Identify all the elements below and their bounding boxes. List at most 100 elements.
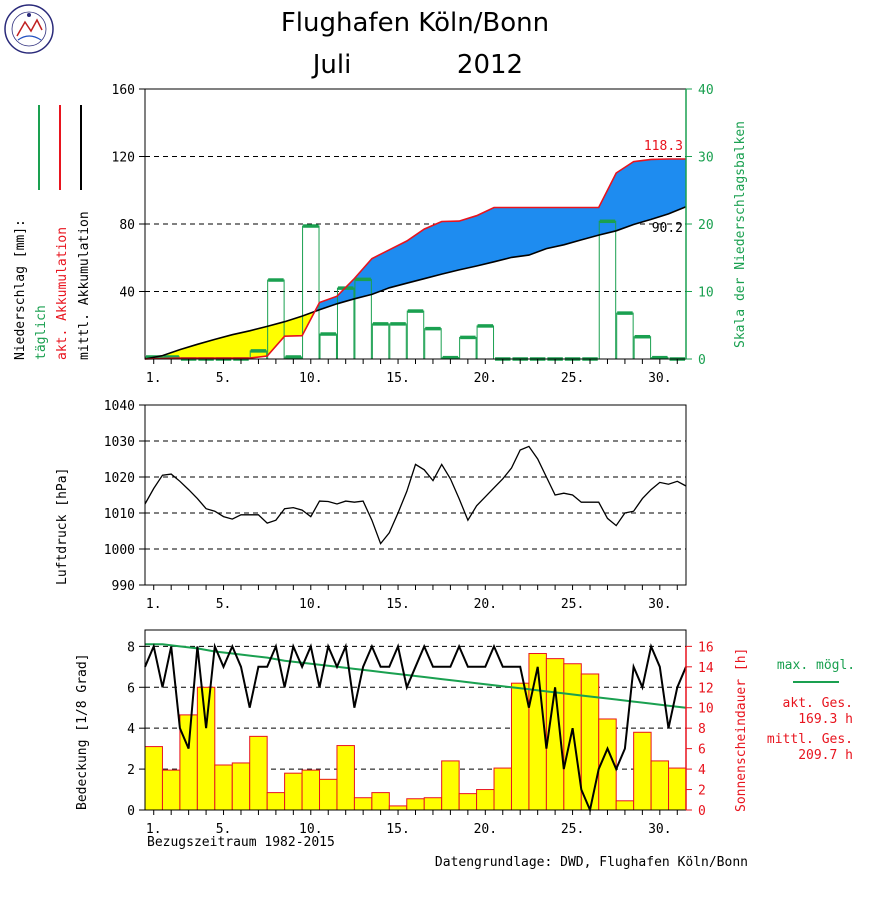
- y2label-precip-bars: Skala der Niederschlagsbalken: [733, 121, 748, 348]
- legend-act-value: 169.3 h: [798, 712, 853, 727]
- ylabel-precip-daily: täglich: [34, 305, 49, 360]
- sunshine-bar: [179, 714, 198, 811]
- y-tick-label: 990: [112, 579, 135, 594]
- legend-mean-value: 209.7 h: [798, 748, 853, 763]
- sunshine-bar: [336, 745, 355, 811]
- y-tick-label: 160: [112, 83, 135, 98]
- y-tick-label: 6: [127, 681, 135, 696]
- x-tick-label: 25.: [561, 822, 584, 837]
- daily-precip-bar: [616, 312, 634, 360]
- sunshine-bars: [144, 653, 687, 811]
- y2-tick-label: 14: [698, 661, 714, 676]
- daily-precip-bar: [389, 323, 407, 360]
- pressure-frame: [144, 404, 687, 586]
- sunshine-bar: [633, 731, 652, 811]
- sunshine-bar: [353, 797, 373, 811]
- sunshine-bar: [144, 746, 163, 811]
- x-tick-label: 30.: [648, 822, 671, 837]
- precipitation-deficit-area: [145, 311, 315, 359]
- x-tick-label: 30.: [648, 371, 671, 386]
- daily-precip-bar: [406, 310, 425, 360]
- sunshine-bar: [301, 769, 321, 811]
- sunshine-bar: [371, 792, 390, 811]
- max-possible-sunshine-line: [145, 643, 687, 709]
- x-tick-label: 10.: [299, 371, 322, 386]
- actual-accumulation-line: [144, 158, 686, 360]
- ylabel-precip-mean: mittl. Akkumulation: [77, 211, 92, 360]
- y2-tick-label: 8: [698, 722, 706, 737]
- sunshine-bar: [458, 793, 478, 811]
- sunshine-bar: [423, 797, 443, 811]
- legend-max-label: max. mögl.: [777, 658, 855, 673]
- x-tick-label: 15.: [386, 597, 409, 612]
- cloud-sunshine-axes: 8 6 4 2 0 16 14 12 10 8 6 4 2 0 1. 5. 10. 15. 20. 25. 30.: [127, 640, 714, 837]
- precipitation-panel: 160 120 80 40 40 30 20 10 0 1. 5. 10. 15. 20. 25. 30. 1…: [13, 83, 748, 386]
- y-tick-label: 0: [127, 804, 135, 819]
- sunshine-bar: [510, 682, 530, 811]
- ylabel-pressure: Luftdruck [hPa]: [55, 468, 70, 585]
- x-tick-label: 5.: [216, 597, 232, 612]
- sunshine-bar: [668, 767, 687, 811]
- pressure-panel: 1040 1030 1020 1010 1000 990 1. 5. 10. 15. 20. 25. 3…: [55, 399, 687, 612]
- y2-tick-label: 10: [698, 702, 714, 717]
- y2-tick-label: 10: [698, 286, 714, 301]
- y-tick-label: 2: [127, 763, 135, 778]
- sunshine-bar: [214, 764, 233, 811]
- y-tick-label: 1010: [104, 507, 135, 522]
- sunshine-bar: [441, 760, 460, 811]
- sunshine-bar: [406, 798, 425, 811]
- daily-precip-bar: [459, 336, 477, 360]
- pressure-axes: 1040 1030 1020 1010 1000 990 1. 5. 10. 15. 20. 25. 3…: [104, 399, 678, 612]
- daily-precip-bar: [598, 220, 617, 360]
- y-tick-label: 1030: [104, 435, 135, 450]
- pressure-grid: [145, 440, 686, 550]
- x-tick-label: 10.: [299, 822, 322, 837]
- y2-tick-label: 20: [698, 218, 714, 233]
- title-month: Juli: [311, 50, 352, 80]
- x-tick-label: 20.: [474, 822, 497, 837]
- precipitation-surplus-area: [314, 159, 686, 312]
- legend-act-label: akt. Ges.: [783, 696, 853, 711]
- y-tick-label: 120: [112, 151, 135, 166]
- x-tick-label: 5.: [216, 371, 232, 386]
- x-tick-label: 15.: [386, 371, 409, 386]
- y-tick-label: 40: [119, 286, 135, 301]
- y-tick-label: 8: [127, 640, 135, 655]
- ylabel-cloud: Bedeckung [1/8 Grad]: [75, 653, 90, 810]
- sunshine-bar: [476, 789, 495, 811]
- y2-tick-label: 0: [698, 353, 706, 368]
- daily-precip-bar: [476, 325, 495, 360]
- x-tick-label: 1.: [146, 597, 162, 612]
- ylabel-precip-main: Niederschlag [mm]:: [13, 219, 28, 360]
- y-tick-label: 1000: [104, 543, 135, 558]
- title-location: Flughafen Köln/Bonn: [281, 8, 549, 38]
- x-tick-label: 1.: [146, 822, 162, 837]
- x-tick-label: 30.: [648, 597, 671, 612]
- legend-mean-label: mittl. Ges.: [767, 732, 853, 747]
- sunshine-bar: [319, 778, 338, 811]
- sunshine-bar: [284, 772, 303, 811]
- x-tick-label: 20.: [474, 371, 497, 386]
- reference-period: Bezugszeitraum 1982-2015: [147, 835, 335, 850]
- title-year: 2012: [457, 50, 523, 80]
- x-tick-label: 25.: [561, 597, 584, 612]
- y2-tick-label: 4: [698, 763, 706, 778]
- y2-tick-label: 16: [698, 640, 714, 655]
- accum-end-label: 118.3: [644, 139, 683, 154]
- sunshine-bar: [196, 686, 216, 811]
- y-tick-label: 80: [119, 218, 135, 233]
- y2-tick-label: 30: [698, 151, 714, 166]
- daily-precip-bar: [302, 225, 320, 360]
- y-tick-label: 1020: [104, 471, 135, 486]
- y2label-sunshine: Sonnenscheindauer [h]: [734, 648, 749, 812]
- y-tick-label: 4: [127, 722, 135, 737]
- daily-precip-bar: [319, 333, 337, 360]
- cloud-sunshine-panel: 8 6 4 2 0 16 14 12 10 8 6 4 2 0 1. 5. 10. 15. 20. 25. 30. Be…: [75, 629, 855, 837]
- x-tick-label: 10.: [299, 597, 322, 612]
- sunshine-bar: [388, 805, 408, 811]
- weather-station-seal-icon: [4, 4, 54, 54]
- precipitation-axes: 160 120 80 40 40 30 20 10 0 1. 5. 10. 15. 20. 25. 30.: [112, 83, 714, 386]
- sunshine-bar: [615, 800, 635, 811]
- mean-end-label: 90.2: [652, 221, 683, 236]
